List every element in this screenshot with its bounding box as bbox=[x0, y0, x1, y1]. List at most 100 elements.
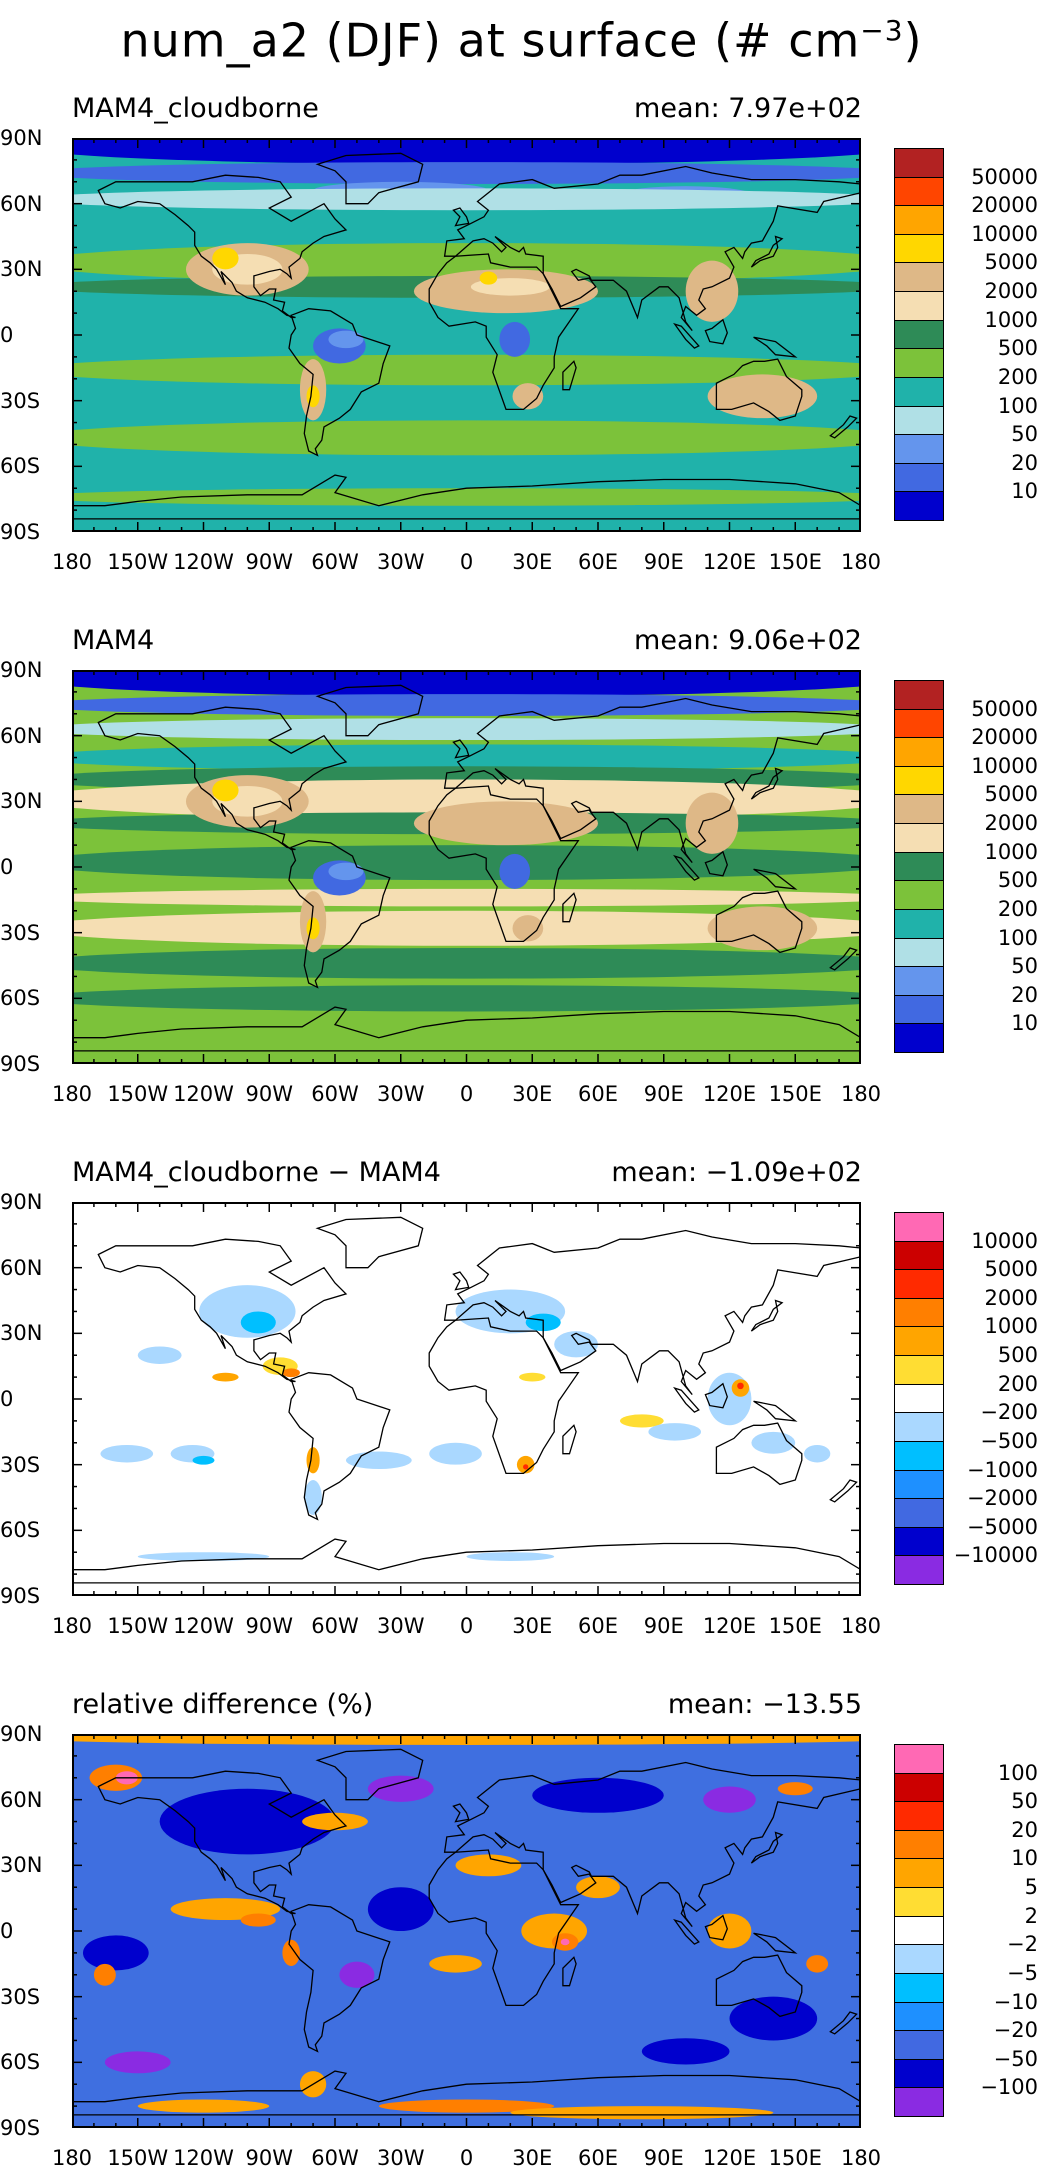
coastline-eurasia bbox=[443, 1761, 861, 1928]
lon-label: 150E bbox=[768, 550, 822, 574]
colorbar-cell bbox=[894, 680, 944, 710]
lon-label: 90E bbox=[643, 2146, 684, 2170]
colorbar-cell bbox=[894, 376, 944, 407]
colorbar-cell bbox=[894, 491, 944, 521]
colorbar-cell bbox=[894, 1772, 944, 1803]
lon-label: 120E bbox=[702, 2146, 757, 2170]
coastline-antarctica bbox=[72, 1538, 861, 1584]
contour-patch bbox=[82, 1935, 149, 1971]
lat-label: 90N bbox=[0, 658, 43, 682]
coastline-eurasia bbox=[443, 697, 861, 864]
colorbar-label: −200 bbox=[980, 1400, 1038, 1425]
lat-label: 60S bbox=[0, 1518, 41, 1543]
lon-label: 0 bbox=[459, 2146, 474, 2170]
coastline-japan bbox=[750, 1299, 784, 1332]
coastline-great-britain bbox=[452, 739, 470, 759]
contour-patch bbox=[339, 1961, 375, 1988]
lat-label: 30N bbox=[0, 1853, 43, 1878]
contour-patch bbox=[72, 888, 861, 907]
colorbar-cell bbox=[894, 1440, 944, 1471]
coastline-borneo bbox=[704, 1914, 728, 1941]
colorbar-label: 100 bbox=[997, 1760, 1038, 1785]
colorbar-label: 2000 bbox=[984, 811, 1038, 836]
colorbar-cell bbox=[894, 1887, 944, 1917]
coastline-sumatra bbox=[673, 854, 700, 881]
coastline-eurasia bbox=[443, 165, 861, 332]
coastline-antarctica bbox=[72, 1006, 861, 1052]
figure-title-text: num_a2 (DJF) at surface (# cm bbox=[120, 13, 861, 68]
lon-label: 0 bbox=[459, 550, 474, 574]
colorbar-cell bbox=[894, 348, 944, 378]
lon-label: 90W bbox=[245, 1614, 294, 1638]
lat-label: 30N bbox=[0, 789, 43, 814]
contour-patch bbox=[523, 1464, 529, 1470]
coastline-greenland bbox=[315, 152, 424, 205]
lat-label: 90S bbox=[0, 1052, 41, 1076]
contour-patch bbox=[72, 947, 861, 979]
lon-label: 150W bbox=[107, 1614, 169, 1638]
contour-patch bbox=[413, 801, 598, 846]
colorbar-cell bbox=[894, 1023, 944, 1053]
contour-patch bbox=[703, 1786, 756, 1813]
contour-patch bbox=[576, 1876, 620, 1899]
coastline-south-america bbox=[288, 840, 391, 989]
colorbar-cell bbox=[894, 851, 944, 882]
contour-patch bbox=[72, 308, 861, 353]
coastline-madagascar bbox=[562, 892, 577, 923]
lon-label: 150W bbox=[107, 1082, 169, 1106]
contour-patch bbox=[685, 260, 739, 322]
colorbar-label: 20 bbox=[1011, 982, 1038, 1007]
colorbar-label: 500 bbox=[997, 336, 1038, 361]
colorbar-cell bbox=[894, 1555, 944, 1585]
lat-label: 90S bbox=[0, 2116, 41, 2140]
contour-patch bbox=[806, 1955, 829, 1973]
colorbar-cell bbox=[894, 966, 944, 996]
colorbar-label: −100 bbox=[980, 2075, 1038, 2100]
panel-2-colorbar bbox=[894, 1212, 944, 1585]
colorbar-cell bbox=[894, 1526, 944, 1557]
contour-patch bbox=[532, 1777, 664, 1813]
colorbar-cell bbox=[894, 1412, 944, 1442]
colorbar-label: 100 bbox=[997, 925, 1038, 950]
colorbar-label: 500 bbox=[997, 1343, 1038, 1368]
contour-patch bbox=[72, 910, 861, 946]
lon-label: 180 bbox=[51, 1082, 93, 1106]
coastline-new-guinea bbox=[753, 1932, 798, 1954]
colorbar-label: −5000 bbox=[966, 1514, 1038, 1539]
coastline-great-britain bbox=[452, 1803, 470, 1823]
colorbar-cell bbox=[894, 994, 944, 1025]
lon-label: 150E bbox=[768, 2146, 822, 2170]
lon-label: 30W bbox=[377, 1614, 425, 1638]
lon-label: 90W bbox=[245, 1082, 294, 1106]
lon-label: 30E bbox=[512, 1082, 553, 1106]
colorbar-label: 5 bbox=[1024, 1875, 1038, 1900]
colorbar-cell bbox=[894, 1269, 944, 1299]
panel-1-label: MAM4 bbox=[72, 625, 155, 656]
colorbar-label: 1000 bbox=[984, 839, 1038, 864]
contour-patch bbox=[72, 385, 861, 430]
lon-label: 150W bbox=[107, 550, 169, 574]
lon-label: 60E bbox=[578, 550, 618, 574]
panel-3-label: relative difference (%) bbox=[72, 1689, 374, 1720]
lat-label: 90S bbox=[0, 520, 41, 544]
panel-2-mean: mean: −1.09e+02 bbox=[611, 1157, 862, 1188]
figure-title-close: ) bbox=[903, 13, 923, 68]
lon-label: 180 bbox=[51, 550, 93, 574]
lat-label: 60N bbox=[0, 191, 43, 216]
colorbar-label: 5000 bbox=[984, 782, 1038, 807]
lat-label: 60S bbox=[0, 454, 41, 479]
lon-label: 150E bbox=[768, 1614, 822, 1638]
lon-label: 180 bbox=[840, 2146, 882, 2170]
lon-label: 120E bbox=[702, 550, 757, 574]
lon-label: 180 bbox=[840, 1082, 882, 1106]
colorbar-cell bbox=[894, 2030, 944, 2060]
lon-label: 120E bbox=[702, 1614, 757, 1638]
coastline-greenland bbox=[315, 1748, 424, 1801]
lon-label: 60E bbox=[578, 2146, 618, 2170]
colorbar-label: 10000 bbox=[971, 221, 1038, 246]
contour-patch bbox=[512, 915, 544, 942]
lat-label: 0 bbox=[0, 323, 14, 347]
colorbar-label: 10000 bbox=[971, 753, 1038, 778]
contour-patch bbox=[777, 1782, 813, 1796]
colorbar-cell bbox=[894, 205, 944, 235]
